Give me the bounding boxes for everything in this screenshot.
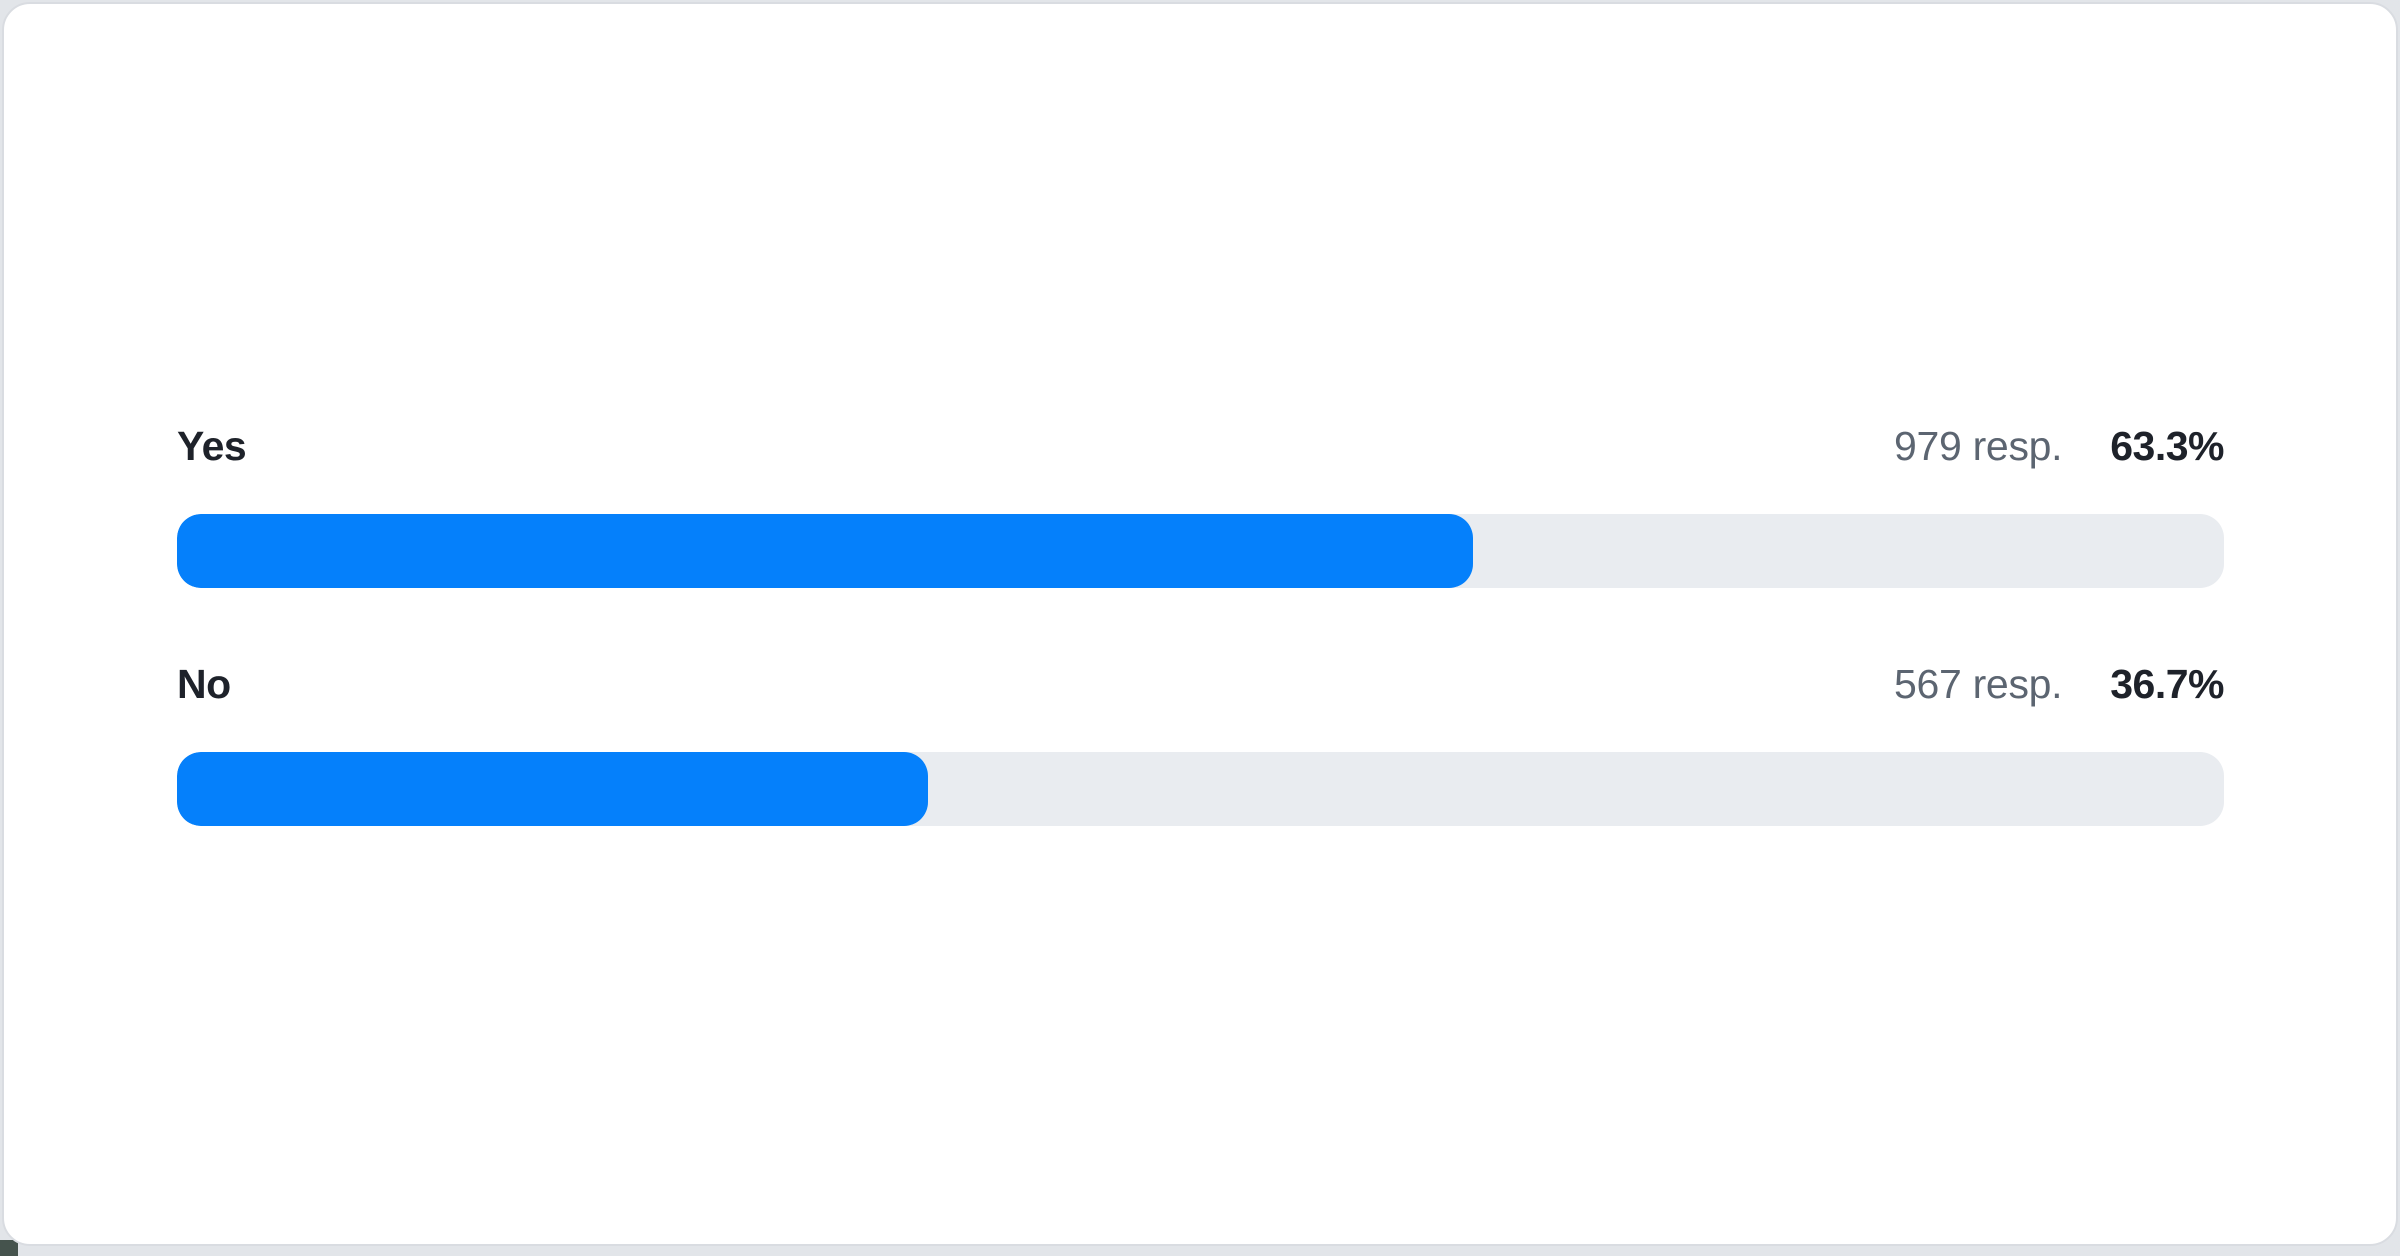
percent-value: 63.3% — [2110, 423, 2224, 469]
bar-fill — [177, 514, 1473, 588]
poll-option-row: No 567 resp. 36.7% — [177, 660, 2224, 826]
bar-track — [177, 752, 2224, 826]
row-meta: 979 resp. 63.3% — [1893, 422, 2225, 470]
option-label: No — [177, 661, 231, 707]
row-header: Yes 979 resp. 63.3% — [177, 422, 2224, 470]
row-meta: 567 resp. 36.7% — [1893, 660, 2225, 708]
poll-option-row: Yes 979 resp. 63.3% — [177, 422, 2224, 588]
bar-track — [177, 514, 2224, 588]
response-count: 979 resp. — [1893, 423, 2063, 469]
background-corner-fragment — [0, 1240, 18, 1256]
option-label: Yes — [177, 423, 247, 469]
bar-fill — [177, 752, 929, 826]
response-count: 567 resp. — [1893, 661, 2063, 707]
poll-results: Yes 979 resp. 63.3% No 567 resp. 36.7% — [177, 422, 2224, 826]
row-header: No 567 resp. 36.7% — [177, 660, 2224, 708]
percent-value: 36.7% — [2110, 661, 2224, 707]
